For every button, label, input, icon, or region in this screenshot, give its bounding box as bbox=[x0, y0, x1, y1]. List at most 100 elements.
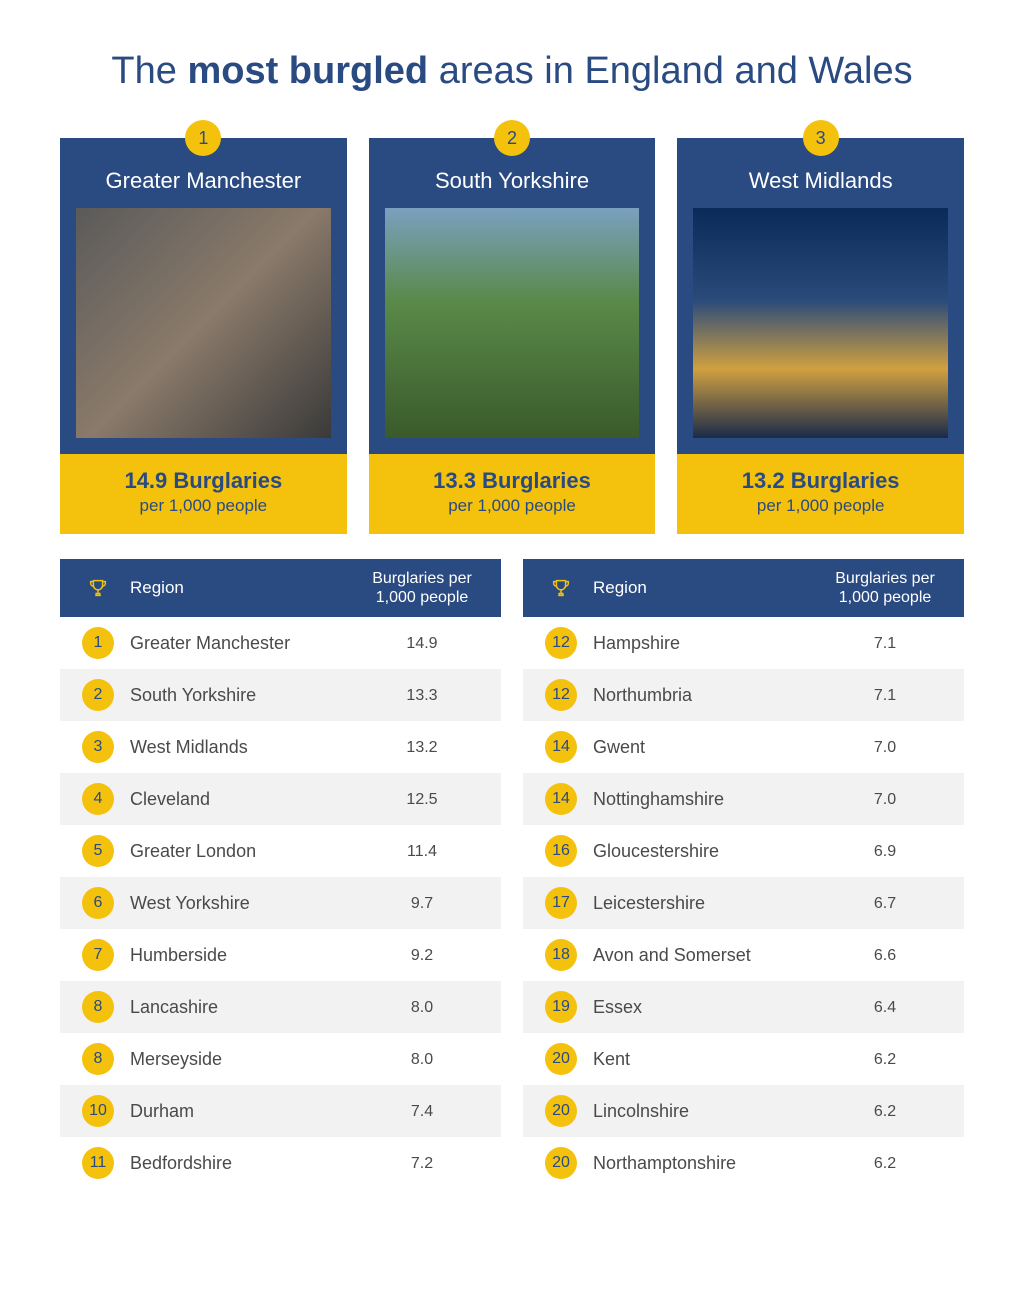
row-rank: 20 bbox=[537, 1043, 585, 1075]
table-row: 3 West Midlands 13.2 bbox=[60, 721, 501, 773]
table-header: Region Burglaries per1,000 people bbox=[523, 559, 964, 617]
rank-circle: 5 bbox=[82, 835, 114, 867]
row-region: Avon and Somerset bbox=[585, 945, 820, 966]
row-rank: 11 bbox=[74, 1147, 122, 1179]
card-bottom: 14.9 Burglaries per 1,000 people bbox=[60, 454, 347, 534]
rank-circle: 12 bbox=[545, 627, 577, 659]
row-value: 13.3 bbox=[357, 686, 487, 705]
row-rank: 1 bbox=[74, 627, 122, 659]
card-region-name: South Yorkshire bbox=[435, 168, 589, 194]
rank-circle: 19 bbox=[545, 991, 577, 1023]
table-row: 20 Kent 6.2 bbox=[523, 1033, 964, 1085]
card-stat-main: 14.9 Burglaries bbox=[70, 468, 337, 494]
card-top: 1 Greater Manchester bbox=[60, 138, 347, 454]
row-region: Bedfordshire bbox=[122, 1153, 357, 1174]
table-row: 6 West Yorkshire 9.7 bbox=[60, 877, 501, 929]
row-rank: 7 bbox=[74, 939, 122, 971]
row-rank: 2 bbox=[74, 679, 122, 711]
row-rank: 8 bbox=[74, 991, 122, 1023]
card-stat-sub: per 1,000 people bbox=[687, 496, 954, 516]
row-value: 6.6 bbox=[820, 946, 950, 965]
rank-circle: 14 bbox=[545, 783, 577, 815]
row-value: 7.2 bbox=[357, 1154, 487, 1173]
row-region: Lincolnshire bbox=[585, 1101, 820, 1122]
card-top: 2 South Yorkshire bbox=[369, 138, 656, 454]
card-photo bbox=[385, 208, 640, 438]
row-region: Lancashire bbox=[122, 997, 357, 1018]
row-region: South Yorkshire bbox=[122, 685, 357, 706]
row-rank: 20 bbox=[537, 1147, 585, 1179]
row-rank: 18 bbox=[537, 939, 585, 971]
table-row: 4 Cleveland 12.5 bbox=[60, 773, 501, 825]
rank-circle: 20 bbox=[545, 1043, 577, 1075]
row-rank: 3 bbox=[74, 731, 122, 763]
rank-circle: 1 bbox=[82, 627, 114, 659]
row-rank: 4 bbox=[74, 783, 122, 815]
row-value: 7.4 bbox=[357, 1102, 487, 1121]
row-rank: 19 bbox=[537, 991, 585, 1023]
row-value: 8.0 bbox=[357, 1050, 487, 1069]
ranking-table-left: Region Burglaries per1,000 people 1 Grea… bbox=[60, 559, 501, 1189]
rank-circle: 2 bbox=[82, 679, 114, 711]
row-region: West Yorkshire bbox=[122, 893, 357, 914]
row-region: Northamptonshire bbox=[585, 1153, 820, 1174]
row-value: 11.4 bbox=[357, 842, 487, 861]
rank-circle: 20 bbox=[545, 1095, 577, 1127]
rank-circle: 10 bbox=[82, 1095, 114, 1127]
top-card: 2 South Yorkshire 13.3 Burglaries per 1,… bbox=[369, 138, 656, 534]
row-region: Kent bbox=[585, 1049, 820, 1070]
row-rank: 14 bbox=[537, 731, 585, 763]
row-rank: 20 bbox=[537, 1095, 585, 1127]
row-value: 9.2 bbox=[357, 946, 487, 965]
card-bottom: 13.2 Burglaries per 1,000 people bbox=[677, 454, 964, 534]
table-row: 12 Northumbria 7.1 bbox=[523, 669, 964, 721]
table-row: 5 Greater London 11.4 bbox=[60, 825, 501, 877]
table-row: 14 Gwent 7.0 bbox=[523, 721, 964, 773]
rank-circle: 16 bbox=[545, 835, 577, 867]
row-rank: 17 bbox=[537, 887, 585, 919]
row-value: 6.4 bbox=[820, 998, 950, 1017]
rank-circle: 12 bbox=[545, 679, 577, 711]
table-row: 20 Lincolnshire 6.2 bbox=[523, 1085, 964, 1137]
row-region: Northumbria bbox=[585, 685, 820, 706]
header-region: Region bbox=[122, 578, 357, 598]
table-row: 11 Bedfordshire 7.2 bbox=[60, 1137, 501, 1189]
card-stat-sub: per 1,000 people bbox=[379, 496, 646, 516]
table-row: 8 Lancashire 8.0 bbox=[60, 981, 501, 1033]
row-region: Gwent bbox=[585, 737, 820, 758]
table-row: 7 Humberside 9.2 bbox=[60, 929, 501, 981]
table-row: 17 Leicestershire 6.7 bbox=[523, 877, 964, 929]
title-pre: The bbox=[111, 50, 187, 92]
row-region: West Midlands bbox=[122, 737, 357, 758]
card-region-name: Greater Manchester bbox=[106, 168, 302, 194]
row-region: Gloucestershire bbox=[585, 841, 820, 862]
table-row: 14 Nottinghamshire 7.0 bbox=[523, 773, 964, 825]
table-row: 19 Essex 6.4 bbox=[523, 981, 964, 1033]
rank-circle: 4 bbox=[82, 783, 114, 815]
rank-badge: 2 bbox=[494, 120, 530, 156]
table-row: 12 Hampshire 7.1 bbox=[523, 617, 964, 669]
row-region: Nottinghamshire bbox=[585, 789, 820, 810]
row-rank: 16 bbox=[537, 835, 585, 867]
rank-badge: 3 bbox=[803, 120, 839, 156]
header-rank-icon bbox=[74, 577, 122, 599]
row-region: Greater Manchester bbox=[122, 633, 357, 654]
card-stat-main: 13.3 Burglaries bbox=[379, 468, 646, 494]
row-value: 12.5 bbox=[357, 790, 487, 809]
card-region-name: West Midlands bbox=[749, 168, 893, 194]
card-photo bbox=[693, 208, 948, 438]
row-value: 6.2 bbox=[820, 1102, 950, 1121]
title-post: areas in England and Wales bbox=[428, 50, 912, 92]
row-region: Hampshire bbox=[585, 633, 820, 654]
rank-circle: 18 bbox=[545, 939, 577, 971]
rank-circle: 14 bbox=[545, 731, 577, 763]
table-row: 16 Gloucestershire 6.9 bbox=[523, 825, 964, 877]
table-row: 1 Greater Manchester 14.9 bbox=[60, 617, 501, 669]
title-bold: most burgled bbox=[187, 50, 428, 92]
row-value: 8.0 bbox=[357, 998, 487, 1017]
row-value: 14.9 bbox=[357, 634, 487, 653]
top-card: 1 Greater Manchester 14.9 Burglaries per… bbox=[60, 138, 347, 534]
row-region: Durham bbox=[122, 1101, 357, 1122]
header-value: Burglaries per1,000 people bbox=[357, 569, 487, 607]
row-value: 7.0 bbox=[820, 738, 950, 757]
